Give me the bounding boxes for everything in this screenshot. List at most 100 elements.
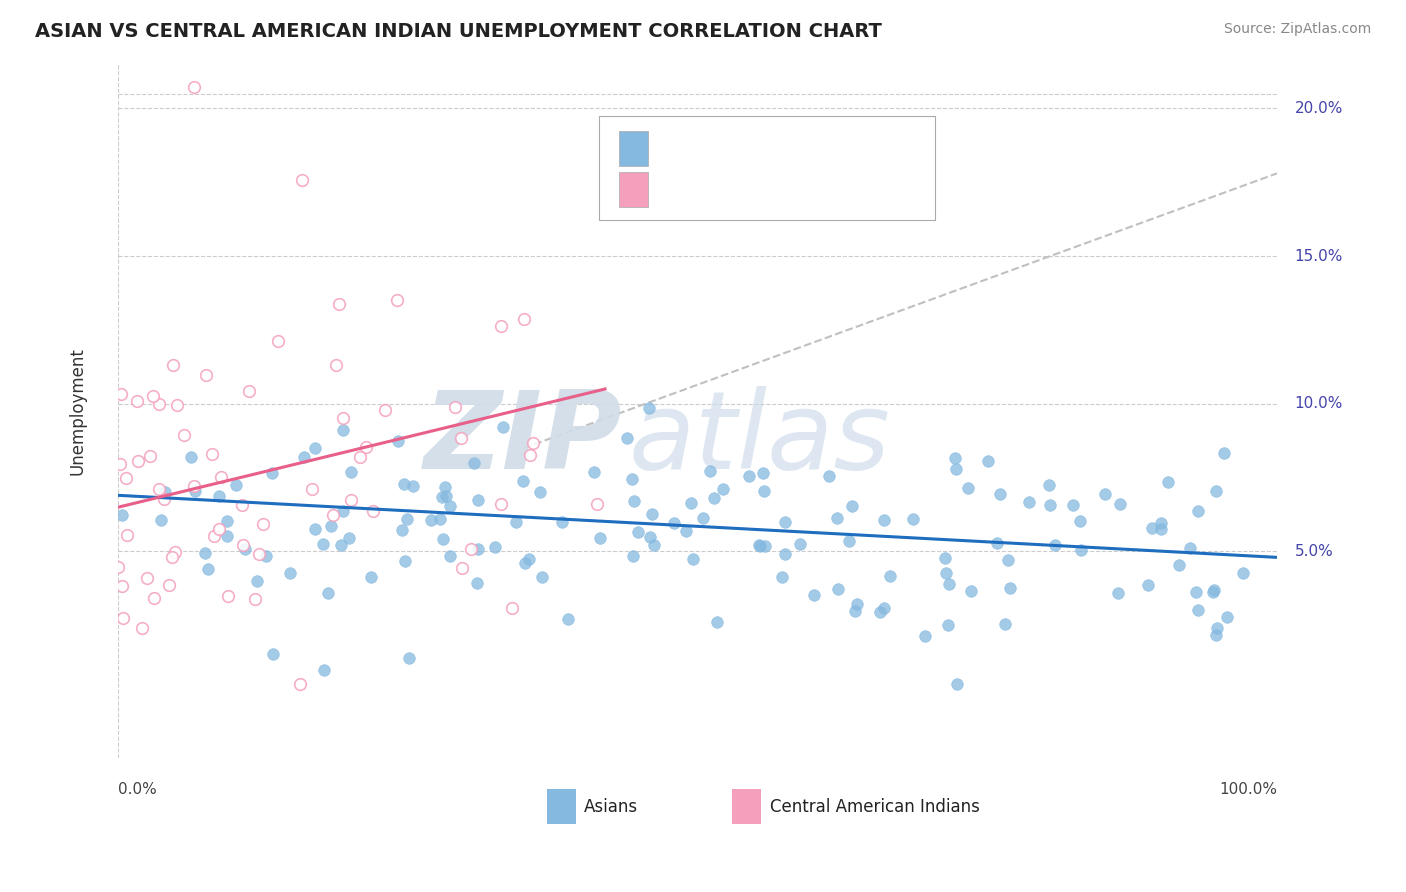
Point (1157, 475, 1180, 489)
Point (945, 677, 967, 691)
Point (131, 620, 153, 634)
Point (977, 454, 1000, 468)
Point (127, 454, 149, 468)
Point (111, 508, 134, 522)
Text: Unemployment: Unemployment (69, 347, 87, 475)
Point (582, 465, 605, 479)
Text: ASIAN VS CENTRAL AMERICAN INDIAN UNEMPLOYMENT CORRELATION CHART: ASIAN VS CENTRAL AMERICAN INDIAN UNEMPLO… (35, 22, 882, 41)
Point (997, 552, 1019, 566)
Point (664, 516, 686, 530)
Point (1180, 541, 1202, 555)
Point (1108, 497, 1130, 511)
Point (115, 471, 138, 485)
Text: Source: ZipAtlas.com: Source: ZipAtlas.com (1223, 22, 1371, 37)
Point (396, 512, 419, 526)
Point (738, 469, 761, 483)
Point (519, 448, 541, 462)
Point (557, 612, 579, 626)
Point (825, 511, 848, 525)
Point (231, 499, 253, 513)
Point (838, 534, 860, 549)
Point (215, 529, 238, 543)
Point (872, 513, 894, 527)
Point (391, 523, 413, 537)
Point (960, 584, 983, 599)
Text: 15.0%: 15.0% (1295, 249, 1343, 263)
Point (208, 489, 231, 503)
Point (332, 411, 354, 425)
Point (489, 318, 512, 333)
Point (252, 517, 274, 532)
Point (1062, 498, 1084, 512)
Point (304, 442, 326, 456)
Point (994, 616, 1017, 631)
Point (1205, 628, 1227, 642)
Point (153, 484, 176, 499)
Point (460, 541, 482, 556)
Point (586, 497, 609, 511)
Point (1205, 484, 1227, 499)
Point (986, 536, 1008, 550)
Point (247, 547, 270, 561)
Point (844, 604, 866, 618)
Point (754, 484, 776, 499)
Point (945, 462, 967, 476)
Point (139, 449, 162, 463)
Point (505, 516, 527, 530)
Point (360, 570, 382, 584)
Point (349, 450, 371, 464)
Point (450, 431, 472, 445)
Point (148, 397, 170, 411)
Point (827, 582, 849, 597)
Text: Central American Indians: Central American Indians (769, 797, 980, 816)
Point (637, 401, 659, 415)
Point (675, 524, 697, 539)
Point (209, 470, 232, 484)
Point (420, 512, 443, 526)
Point (1168, 558, 1191, 572)
Point (1140, 520, 1163, 534)
Point (789, 537, 811, 551)
Point (429, 512, 451, 526)
Text: Asians: Asians (583, 797, 638, 816)
Point (200, 447, 222, 461)
Point (328, 296, 350, 310)
Point (160, 550, 183, 565)
Point (312, 663, 335, 677)
Point (183, 79, 205, 94)
Point (450, 561, 472, 575)
Point (142, 389, 165, 403)
Point (291, 173, 314, 187)
Point (501, 601, 523, 615)
Point (522, 435, 544, 450)
Point (125, 393, 148, 408)
FancyBboxPatch shape (619, 172, 648, 207)
Point (529, 485, 551, 500)
Point (1185, 585, 1208, 599)
Point (1107, 586, 1129, 600)
Point (432, 532, 454, 546)
Point (385, 293, 408, 307)
Point (1232, 566, 1254, 581)
Point (322, 508, 344, 523)
Point (1212, 446, 1234, 460)
Point (1150, 516, 1173, 531)
Point (621, 549, 644, 563)
Point (202, 529, 225, 543)
Point (1150, 522, 1173, 536)
Point (1187, 504, 1209, 518)
Text: R = -0.305  N = 146: R = -0.305 N = 146 (662, 140, 852, 158)
Point (430, 490, 453, 504)
Point (197, 562, 219, 576)
Point (998, 581, 1021, 595)
Point (1069, 514, 1091, 528)
Point (531, 570, 554, 584)
Point (288, 677, 311, 691)
Point (957, 481, 980, 495)
Point (194, 546, 217, 560)
Text: 0.0%: 0.0% (118, 782, 157, 797)
Point (699, 464, 721, 478)
Point (1136, 577, 1159, 591)
Point (1094, 487, 1116, 501)
Point (1216, 610, 1239, 624)
